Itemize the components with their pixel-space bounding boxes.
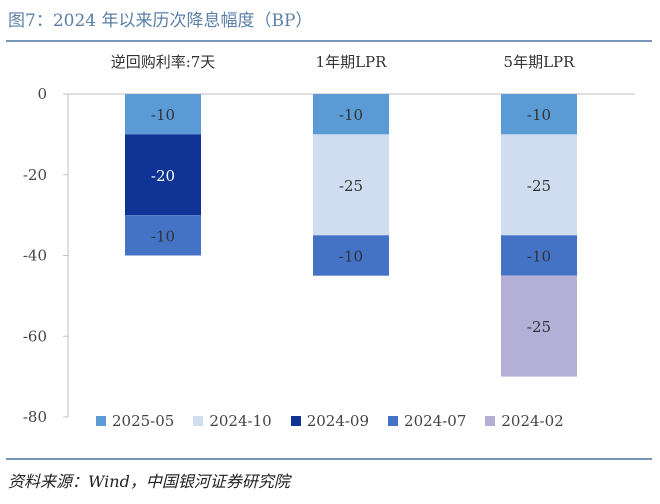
chart-legend: 2025-05 2024-10 2024-09 2024-07 2024-02	[96, 410, 583, 432]
data-label: -20	[151, 167, 175, 185]
data-label: -10	[527, 106, 551, 124]
legend-swatch	[96, 416, 106, 426]
data-label: -25	[527, 318, 551, 336]
data-label: -10	[339, 106, 363, 124]
bar-segment	[313, 94, 389, 135]
bar-segment	[313, 235, 389, 276]
bar-segment	[125, 94, 201, 135]
legend-swatch	[290, 416, 301, 426]
y-tick-label: -20	[23, 166, 47, 184]
title-rule	[6, 40, 652, 42]
bar-segment	[501, 235, 577, 276]
chart-title: 图7：2024 年以来历次降息幅度（BP）	[8, 11, 313, 31]
legend-item: 2024-10	[193, 412, 272, 430]
category-label: 逆回购利率:7天	[111, 53, 216, 71]
data-label: -10	[527, 248, 551, 266]
data-label: -10	[151, 106, 175, 124]
y-tick-label: 0	[37, 85, 47, 103]
category-label: 5年期LPR	[504, 53, 576, 71]
legend-label: 2024-02	[501, 412, 564, 430]
data-label: -25	[339, 177, 363, 195]
legend-swatch	[388, 416, 399, 426]
legend-swatch	[193, 416, 204, 426]
data-label: -25	[527, 177, 551, 195]
legend-label: 2024-09	[306, 412, 370, 430]
legend-item: 2024-02	[485, 412, 564, 430]
legend-label: 2024-07	[404, 412, 467, 430]
y-tick-label: -40	[23, 247, 47, 265]
y-tick-label: -60	[23, 327, 47, 345]
source-note: 资料来源：Wind，中国银河证券研究院	[8, 472, 290, 491]
bar-segment	[125, 215, 201, 256]
bar-segment	[125, 134, 201, 216]
y-tick-label: -80	[23, 408, 47, 426]
legend-item: 2025-05	[96, 412, 174, 430]
source-rule	[6, 458, 652, 460]
data-label: -10	[339, 248, 363, 266]
bar-segment	[501, 275, 577, 377]
bar-segment	[313, 134, 389, 236]
data-label: -10	[151, 227, 175, 245]
legend-label: 2025-05	[112, 412, 175, 430]
category-label: 1年期LPR	[316, 53, 388, 71]
legend-label: 2024-10	[209, 412, 272, 430]
bar-segment	[501, 134, 577, 236]
bar-segment	[501, 94, 577, 135]
legend-item: 2024-07	[388, 412, 466, 430]
chart-area: 0 -20 -40 -60 -80 逆回购利率:7天 1年期LPR 5年期LPR -10 -20 -…	[23, 53, 635, 426]
legend-item: 2024-09	[290, 412, 370, 430]
legend-swatch	[485, 416, 496, 426]
